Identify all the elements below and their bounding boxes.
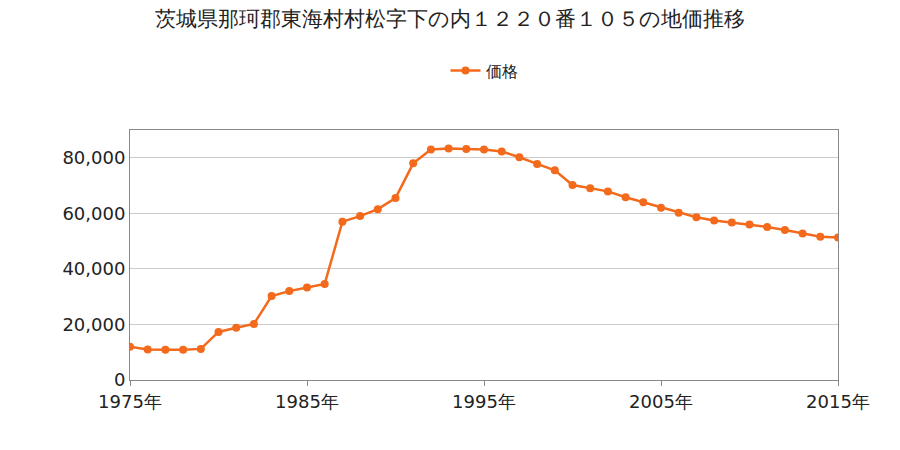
svg-text:1985年: 1985年: [275, 391, 339, 412]
svg-text:80,000: 80,000: [62, 147, 125, 168]
svg-text:茨城県那珂郡東海村村松字下の内１２２０番１０５の地価推移: 茨城県那珂郡東海村村松字下の内１２２０番１０５の地価推移: [155, 7, 745, 31]
svg-text:20,000: 20,000: [62, 314, 125, 335]
svg-text:40,000: 40,000: [62, 258, 125, 279]
svg-text:価格: 価格: [486, 62, 518, 81]
svg-text:60,000: 60,000: [62, 203, 125, 224]
svg-text:2005年: 2005年: [629, 391, 693, 412]
svg-text:0: 0: [114, 369, 125, 390]
svg-text:1995年: 1995年: [452, 391, 516, 412]
svg-text:2015年: 2015年: [806, 391, 870, 412]
svg-text:1975年: 1975年: [98, 391, 162, 412]
